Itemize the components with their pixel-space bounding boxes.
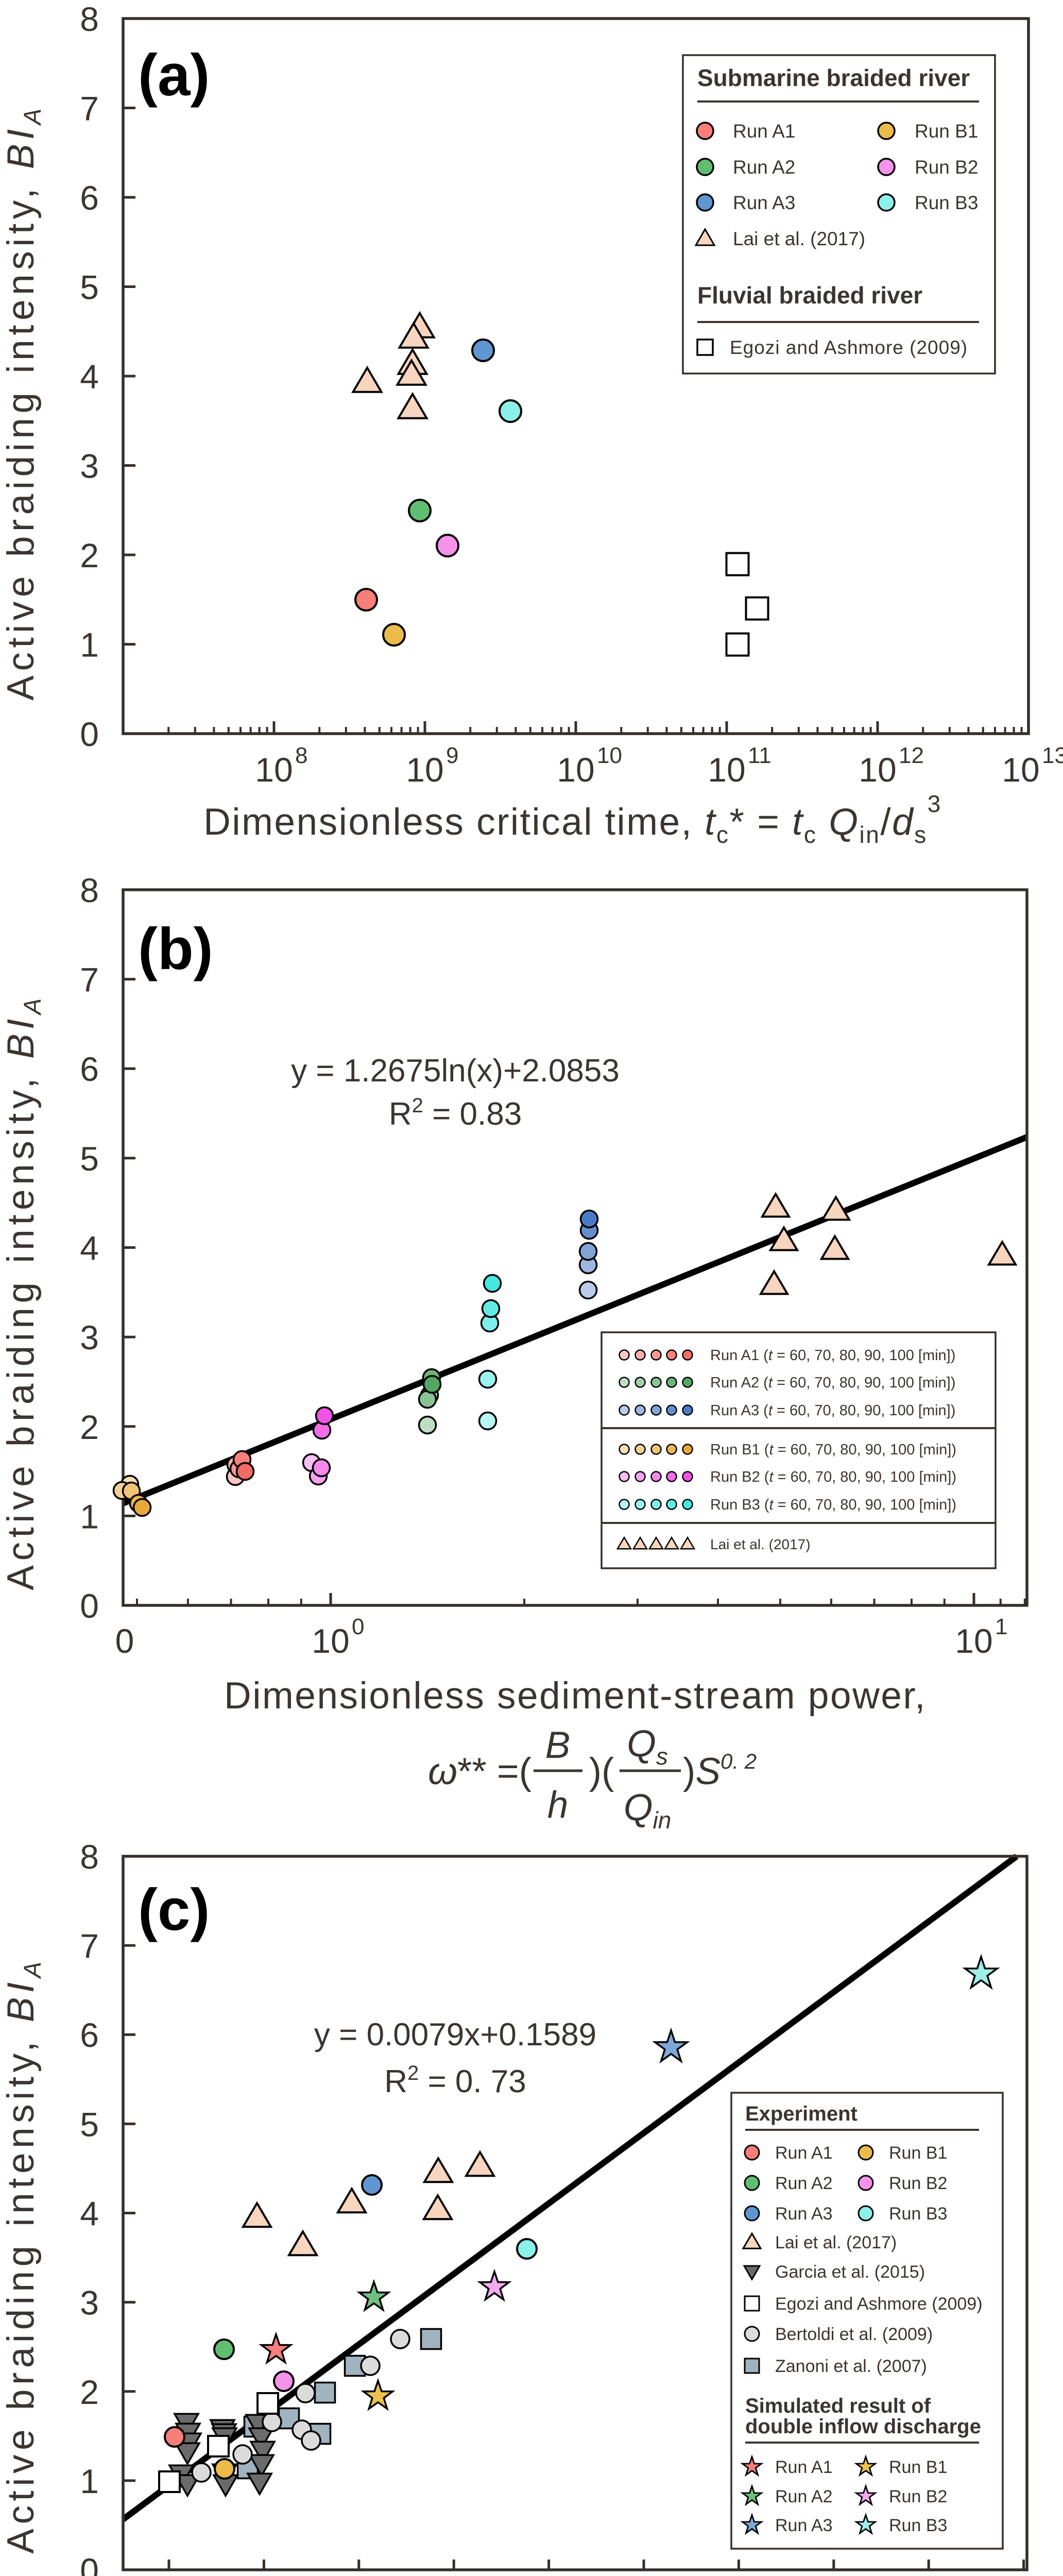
svg-text:Run A2: Run A2 (775, 2174, 833, 2193)
svg-text:y = 0.0079x+0.1589: y = 0.0079x+0.1589 (314, 2017, 596, 2053)
svg-text:8: 8 (80, 0, 99, 38)
svg-text:1: 1 (80, 626, 99, 664)
svg-text:Run A3 (t = 60, 70, 80, 90, 1: Run A3 (t = 60, 70, 80, 90, 100 [min]) (710, 1402, 955, 1419)
svg-text:Run A1: Run A1 (775, 2143, 833, 2163)
svg-text:B: B (545, 1724, 571, 1766)
svg-text:7: 7 (80, 90, 99, 128)
svg-text:13: 13 (1042, 743, 1063, 768)
svg-text:Egozi and Ashmore (2009): Egozi and Ashmore (2009) (775, 2294, 983, 2314)
svg-text:Run A3: Run A3 (733, 192, 795, 213)
svg-text:(a): (a) (138, 43, 210, 108)
svg-text:Garcia et al. (2015): Garcia et al. (2015) (775, 2262, 925, 2282)
svg-text:8: 8 (295, 743, 307, 768)
svg-text:3: 3 (80, 2284, 99, 2322)
svg-text:Run B1: Run B1 (889, 2458, 947, 2477)
svg-text:Run A1 (t = 60, 70, 80, 90, 1: Run A1 (t = 60, 70, 80, 90, 100 [min]) (710, 1347, 955, 1364)
svg-text:11: 11 (748, 743, 771, 768)
svg-text:6: 6 (80, 2016, 99, 2054)
svg-text:Run A2: Run A2 (733, 157, 795, 178)
svg-text:R2 = 0.83: R2 = 0.83 (389, 1094, 522, 1132)
svg-text:2: 2 (80, 2373, 99, 2411)
svg-text:Zanoni et al. (2007): Zanoni et al. (2007) (775, 2357, 927, 2376)
svg-text:Lai et al. (2017): Lai et al. (2017) (710, 1536, 811, 1552)
svg-text:ω** =(: ω** =( (428, 1751, 532, 1792)
svg-text:Run A1: Run A1 (775, 2458, 833, 2477)
svg-text:10: 10 (1002, 751, 1039, 789)
svg-text:2: 2 (80, 1408, 99, 1446)
svg-text:Lai et al. (2017): Lai et al. (2017) (775, 2233, 897, 2252)
svg-text:0: 0 (115, 1622, 134, 1660)
svg-text:Submarine braided river: Submarine braided river (697, 64, 970, 91)
svg-text:1: 1 (995, 1614, 1007, 1639)
svg-text:Run A3: Run A3 (775, 2516, 833, 2535)
svg-text:Run A3: Run A3 (775, 2204, 833, 2224)
svg-text:Egozi and Ashmore (2009): Egozi and Ashmore (2009) (730, 337, 968, 358)
svg-text:Run B1: Run B1 (915, 121, 978, 142)
svg-text:Run A2 (t = 60, 70, 80, 90, 1: Run A2 (t = 60, 70, 80, 90, 100 [min]) (710, 1375, 955, 1391)
svg-text:)(: )( (589, 1751, 614, 1792)
svg-text:Run B2 (t = 60, 70, 80, 90, 1: Run B2 (t = 60, 70, 80, 90, 100 [min]) (710, 1469, 956, 1485)
svg-text:10: 10 (557, 751, 594, 789)
svg-text:10: 10 (597, 743, 622, 768)
svg-text:2: 2 (80, 536, 99, 574)
svg-text:Run A2: Run A2 (775, 2487, 833, 2506)
svg-text:Qs: Qs (627, 1723, 668, 1770)
svg-text:Active braiding intensity, BIA: Active braiding intensity, BIA (0, 1957, 46, 2553)
svg-text:Run A1: Run A1 (733, 121, 795, 142)
svg-text:y = 1.2675ln(x)+2.0853: y = 1.2675ln(x)+2.0853 (291, 1053, 620, 1089)
svg-text:Simulated result of: Simulated result of (745, 2395, 931, 2417)
svg-text:Run B2: Run B2 (915, 157, 978, 178)
svg-text:7: 7 (80, 961, 99, 999)
svg-text:Experiment: Experiment (745, 2103, 858, 2125)
svg-text:7: 7 (80, 1927, 99, 1965)
svg-text:0: 0 (80, 1587, 99, 1625)
svg-text:5: 5 (80, 1140, 99, 1178)
svg-text:6: 6 (80, 179, 99, 217)
svg-text:Run B2: Run B2 (889, 2174, 947, 2193)
svg-text:10: 10 (255, 751, 293, 789)
svg-text:double inflow discharge: double inflow discharge (745, 2415, 981, 2438)
svg-text:10: 10 (955, 1622, 992, 1660)
svg-text:(c): (c) (138, 1877, 210, 1943)
svg-text:4: 4 (80, 358, 99, 396)
svg-text:R2 = 0. 73: R2 = 0. 73 (384, 2062, 526, 2099)
svg-text:Lai et al. (2017): Lai et al. (2017) (733, 228, 865, 249)
svg-text:Qin: Qin (624, 1787, 672, 1834)
svg-text:Active braiding intensity, BIA: Active braiding intensity, BIA (0, 994, 46, 1590)
svg-text:10: 10 (312, 1622, 349, 1660)
svg-text:Run B3: Run B3 (889, 2204, 947, 2224)
svg-text:6: 6 (80, 1050, 99, 1088)
svg-text:0: 0 (80, 2551, 99, 2576)
svg-text:1: 1 (80, 2462, 99, 2500)
svg-text:3: 3 (80, 1318, 99, 1357)
svg-text:Active braiding intensity, BIA: Active braiding intensity, BIA (0, 104, 46, 700)
svg-text:9: 9 (446, 743, 458, 768)
svg-text:Run B3 (t = 60, 70, 80, 90, 1: Run B3 (t = 60, 70, 80, 90, 100 [min]) (710, 1497, 956, 1513)
svg-text:10: 10 (708, 751, 745, 789)
svg-text:10: 10 (406, 751, 443, 789)
svg-text:Run B3: Run B3 (889, 2516, 947, 2535)
svg-text:4: 4 (80, 1229, 99, 1267)
svg-text:Dimensionless sediment-stream: Dimensionless sediment-stream power, (224, 1675, 927, 1717)
svg-text:0: 0 (80, 715, 99, 753)
svg-text:3: 3 (80, 447, 99, 485)
svg-text:(b): (b) (138, 917, 213, 982)
svg-text:1: 1 (80, 1497, 99, 1535)
svg-text:h: h (547, 1784, 569, 1826)
svg-text:10: 10 (859, 751, 896, 789)
svg-text:Run B3: Run B3 (915, 192, 978, 213)
svg-text:8: 8 (80, 1838, 99, 1876)
svg-text:4: 4 (80, 2195, 99, 2233)
svg-text:Bertoldi et al. (2009): Bertoldi et al. (2009) (775, 2325, 933, 2344)
svg-text:Run B1 (t = 60, 70, 80, 90, 1: Run B1 (t = 60, 70, 80, 90, 100 [min]) (710, 1442, 956, 1458)
svg-text:Fluvial braided river: Fluvial braided river (697, 282, 922, 309)
svg-text:5: 5 (80, 268, 99, 307)
svg-text:Run B1: Run B1 (889, 2143, 947, 2163)
svg-text:5: 5 (80, 2105, 99, 2143)
svg-text:12: 12 (899, 743, 924, 768)
svg-text:0: 0 (352, 1614, 364, 1639)
svg-text:Run B2: Run B2 (889, 2487, 947, 2506)
svg-text:8: 8 (80, 871, 99, 909)
